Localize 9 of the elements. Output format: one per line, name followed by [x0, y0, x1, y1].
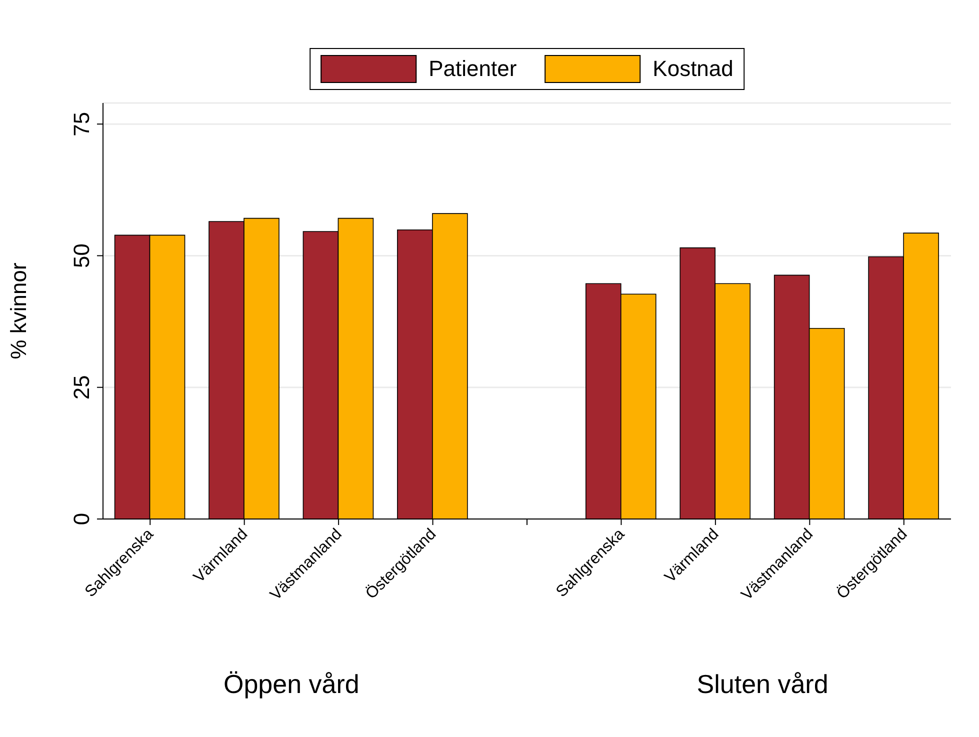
legend-label: Patienter: [428, 56, 517, 82]
text: Öppen vård: [224, 669, 360, 700]
y-tick-label: 25: [69, 375, 94, 400]
y-axis-title: % kvinnor: [6, 262, 31, 360]
legend-label: Kostnad: [652, 56, 734, 82]
text: Sluten vård: [696, 669, 828, 700]
y-tick-label: 0: [69, 512, 94, 526]
y-tick-label: 50: [69, 243, 94, 268]
y-tick-label: 75: [69, 112, 94, 136]
